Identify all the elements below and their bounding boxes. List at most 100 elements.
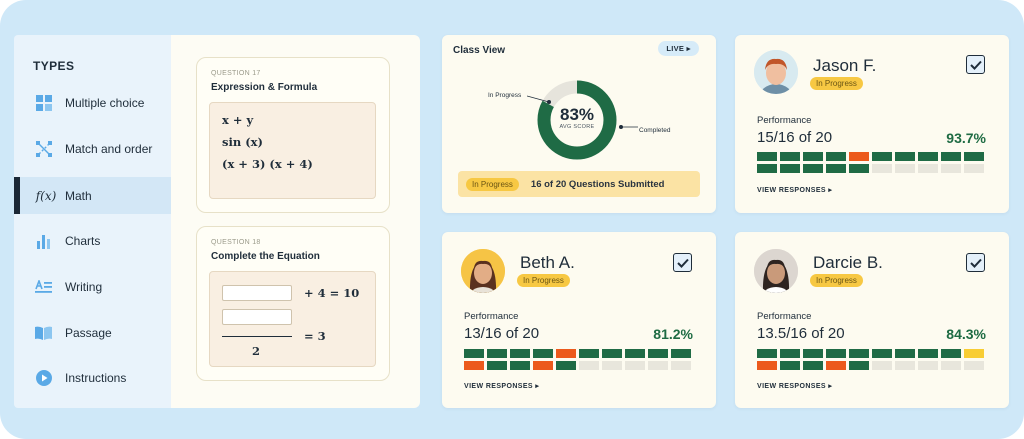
equation-text: = 3 xyxy=(304,329,326,343)
type-item-writing[interactable]: Writing xyxy=(14,268,171,305)
status-badge: In Progress xyxy=(466,177,519,191)
legend-leader-line xyxy=(527,95,551,104)
function-icon: f(x) xyxy=(35,188,57,203)
avatar xyxy=(754,249,798,293)
type-item-math[interactable]: f(x) Math xyxy=(14,177,171,214)
type-item-label: Instructions xyxy=(65,370,127,385)
type-item-charts[interactable]: Charts xyxy=(14,222,171,259)
question-number: QUESTION 17 xyxy=(211,70,261,77)
correct-cell xyxy=(648,349,668,358)
correct-cell xyxy=(487,349,507,358)
student-name: Beth A. xyxy=(520,253,575,272)
checkmark-icon xyxy=(969,258,982,268)
unanswered-cell xyxy=(918,164,938,173)
type-item-label: Passage xyxy=(65,325,112,340)
unanswered-cell xyxy=(872,361,892,370)
score-value: 13.5/16 xyxy=(757,325,808,342)
partial-cell xyxy=(964,349,984,358)
percent-score: 81.2% xyxy=(653,326,693,342)
correct-cell xyxy=(964,152,984,161)
live-button[interactable]: LIVE ▸ xyxy=(658,41,699,56)
correct-cell xyxy=(826,164,846,173)
equation-box: + 4 = 10 = 3 2 xyxy=(209,271,376,367)
expression-box[interactable]: x + y sin (x) (x + 3) (x + 4) xyxy=(209,102,376,199)
types-sidebar: TYPES Multiple choice Match and order f(… xyxy=(14,35,171,408)
correct-cell xyxy=(487,361,507,370)
correct-cell xyxy=(757,152,777,161)
student-card-darcie: Darcie B. In Progress Performance 13.5/1… xyxy=(735,232,1009,408)
select-checkbox[interactable] xyxy=(673,253,692,272)
score-value: 15/16 xyxy=(757,129,795,146)
student-name: Jason F. xyxy=(813,56,877,75)
answer-input[interactable] xyxy=(222,309,292,325)
correct-cell xyxy=(671,349,691,358)
type-item-label: Math xyxy=(65,188,92,203)
percent-score: 84.3% xyxy=(946,326,986,342)
correct-cell xyxy=(780,152,800,161)
type-item-passage[interactable]: Passage xyxy=(14,314,171,351)
status-badge: In Progress xyxy=(810,77,863,90)
correct-cell xyxy=(895,152,915,161)
book-icon xyxy=(35,324,52,341)
correct-cell xyxy=(941,349,961,358)
status-badge: In Progress xyxy=(517,274,570,287)
unanswered-cell xyxy=(918,361,938,370)
question-card[interactable]: QUESTION 18 Complete the Equation + 4 = … xyxy=(196,226,390,381)
correct-cell xyxy=(918,152,938,161)
performance-label: Performance xyxy=(757,115,812,126)
unanswered-cell xyxy=(964,361,984,370)
type-item-label: Match and order xyxy=(65,141,153,156)
math-expression: sin (x) xyxy=(222,135,263,149)
unanswered-cell xyxy=(895,164,915,173)
class-view-title: Class View xyxy=(453,45,506,56)
score-text: 13.5/16 of 20 xyxy=(757,325,845,342)
score-total: of 20 xyxy=(807,325,845,342)
type-item-multiple-choice[interactable]: Multiple choice xyxy=(14,84,171,121)
view-responses-link[interactable]: VIEW RESPONSES ▸ xyxy=(464,383,540,390)
type-item-label: Writing xyxy=(65,279,103,294)
percent-score: 93.7% xyxy=(946,130,986,146)
student-name: Darcie B. xyxy=(813,253,883,272)
incorrect-cell xyxy=(826,361,846,370)
question-title: Complete the Equation xyxy=(211,251,320,262)
question-result-grid xyxy=(757,152,984,173)
question-number: QUESTION 18 xyxy=(211,239,261,246)
view-responses-link[interactable]: VIEW RESPONSES ▸ xyxy=(757,383,833,390)
equation-text: + 4 = 10 xyxy=(304,286,360,300)
question-card[interactable]: QUESTION 17 Expression & Formula x + y s… xyxy=(196,57,390,213)
select-checkbox[interactable] xyxy=(966,55,985,74)
correct-cell xyxy=(826,152,846,161)
unanswered-cell xyxy=(625,361,645,370)
match-icon xyxy=(35,140,52,157)
unanswered-cell xyxy=(895,361,915,370)
view-responses-link[interactable]: VIEW RESPONSES ▸ xyxy=(757,187,833,194)
unanswered-cell xyxy=(648,361,668,370)
correct-cell xyxy=(872,349,892,358)
correct-cell xyxy=(780,361,800,370)
correct-cell xyxy=(780,164,800,173)
student-card-jason: Jason F. In Progress Performance 15/16 o… xyxy=(735,35,1009,213)
checkmark-icon xyxy=(969,60,982,70)
question-result-grid xyxy=(757,349,984,370)
score-donut xyxy=(537,80,617,160)
answer-input[interactable] xyxy=(222,285,292,301)
type-item-match-and-order[interactable]: Match and order xyxy=(14,130,171,167)
status-badge: In Progress xyxy=(810,274,863,287)
incorrect-cell xyxy=(533,361,553,370)
select-checkbox[interactable] xyxy=(966,253,985,272)
correct-cell xyxy=(510,361,530,370)
incorrect-cell xyxy=(849,152,869,161)
correct-cell xyxy=(757,164,777,173)
question-result-grid xyxy=(464,349,691,370)
unanswered-cell xyxy=(671,361,691,370)
correct-cell xyxy=(579,349,599,358)
type-item-instructions[interactable]: Instructions xyxy=(14,359,171,396)
score-text: 15/16 of 20 xyxy=(757,129,832,146)
type-item-label: Multiple choice xyxy=(65,95,145,110)
incorrect-cell xyxy=(556,349,576,358)
correct-cell xyxy=(803,152,823,161)
correct-cell xyxy=(510,349,530,358)
grid-icon xyxy=(35,94,52,111)
unanswered-cell xyxy=(602,361,622,370)
